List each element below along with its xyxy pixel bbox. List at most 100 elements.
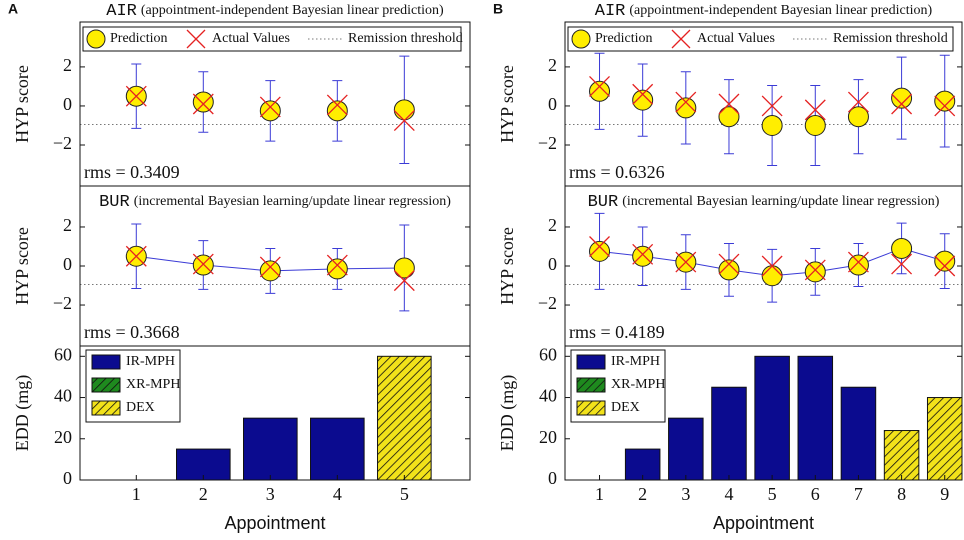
legend-label: IR-MPH xyxy=(611,354,660,369)
bar xyxy=(754,355,790,481)
legend-label: Actual Values xyxy=(697,31,775,46)
actual-marker xyxy=(847,251,869,273)
y-tick-label: 60 xyxy=(54,344,72,364)
prediction-marker xyxy=(847,254,869,276)
bar xyxy=(797,355,834,481)
x-tick-label: 3 xyxy=(266,484,275,504)
title-code: AIR xyxy=(106,2,137,21)
legend-marker xyxy=(86,29,106,49)
y-tick-label: 0 xyxy=(63,468,72,488)
legend-swatch xyxy=(91,377,121,393)
legend-label: Actual Values xyxy=(212,31,290,46)
prediction-marker xyxy=(393,99,415,121)
y-tick-label: −2 xyxy=(538,293,557,313)
legend-marker xyxy=(671,29,691,49)
plot-frame xyxy=(564,345,963,481)
rms-annotation: rms = 0.6326 xyxy=(569,162,665,182)
x-tick-label: 2 xyxy=(199,484,208,504)
y-tick-label: 60 xyxy=(539,344,557,364)
panel-label: A xyxy=(8,1,18,17)
legend-marker xyxy=(186,29,206,49)
actual-marker xyxy=(891,93,913,115)
actual-marker xyxy=(804,99,826,121)
bar xyxy=(711,386,747,481)
subplot-title: BUR (incremental Bayesian learning/update… xyxy=(99,193,451,212)
x-tick-label: 4 xyxy=(724,484,733,504)
prediction-marker xyxy=(718,106,740,128)
x-tick-label: 4 xyxy=(333,484,342,504)
prediction-marker xyxy=(192,254,214,276)
legend-box xyxy=(82,26,462,52)
prediction-marker xyxy=(891,237,913,259)
prediction-marker xyxy=(847,106,869,128)
x-tick-label: 5 xyxy=(400,484,409,504)
y-tick-label: −2 xyxy=(53,293,72,313)
bar xyxy=(883,430,920,481)
actual-marker xyxy=(675,251,697,273)
legend-swatch xyxy=(91,400,121,416)
actual-marker xyxy=(804,259,826,281)
prediction-marker xyxy=(589,80,611,102)
prediction-marker xyxy=(632,89,654,111)
prediction-marker xyxy=(259,100,281,122)
y-tick-label: 0 xyxy=(548,94,557,114)
actual-marker xyxy=(718,93,740,115)
legend-label: Prediction xyxy=(595,31,653,46)
x-tick-label: 9 xyxy=(940,484,949,504)
prediction-marker xyxy=(804,261,826,283)
y-tick-label: 2 xyxy=(548,55,557,75)
title-code: BUR xyxy=(588,193,619,212)
legend-swatch xyxy=(576,354,606,370)
y-tick-label: 20 xyxy=(539,427,557,447)
actual-marker xyxy=(761,255,783,277)
y-tick-label: 2 xyxy=(548,215,557,235)
actual-marker xyxy=(675,91,697,113)
y-axis-label: HYP score xyxy=(12,65,32,143)
rms-annotation: rms = 0.3668 xyxy=(84,322,180,342)
actual-marker xyxy=(847,91,869,113)
actual-marker xyxy=(326,254,348,276)
y-axis-label: EDD (mg) xyxy=(12,375,33,451)
prediction-marker xyxy=(326,100,348,122)
actual-marker xyxy=(934,95,956,117)
plot-frame xyxy=(79,345,471,481)
x-tick-label: 5 xyxy=(768,484,777,504)
subplot-title: BUR (incremental Bayesian learning/update… xyxy=(588,193,940,212)
prediction-marker xyxy=(934,90,956,112)
x-tick-label: 6 xyxy=(811,484,820,504)
actual-marker xyxy=(125,245,147,267)
legend-swatch xyxy=(91,354,121,370)
actual-marker xyxy=(891,253,913,275)
actual-marker xyxy=(192,93,214,115)
x-tick-label: 1 xyxy=(595,484,604,504)
x-axis-label: Appointment xyxy=(713,513,814,533)
rms-annotation: rms = 0.4189 xyxy=(569,322,665,342)
actual-marker xyxy=(259,256,281,278)
y-tick-label: 2 xyxy=(63,55,72,75)
panel-label: B xyxy=(493,1,503,17)
y-tick-label: 20 xyxy=(54,427,72,447)
prediction-marker xyxy=(761,265,783,287)
legend-label: DEX xyxy=(611,400,640,415)
y-tick-label: 0 xyxy=(548,254,557,274)
legend-marker xyxy=(571,29,591,49)
x-axis-label: Appointment xyxy=(224,513,325,533)
prediction-marker xyxy=(891,87,913,109)
rms-annotation: rms = 0.3409 xyxy=(84,162,180,182)
title-text: (appointment-independent Bayesian linear… xyxy=(141,3,444,18)
actual-marker xyxy=(192,253,214,275)
y-axis-label: HYP score xyxy=(12,227,32,305)
actual-marker xyxy=(632,83,654,105)
bar xyxy=(243,417,298,481)
subplot-title: AIR (appointment-independent Bayesian lin… xyxy=(595,2,933,21)
prediction-marker xyxy=(934,250,956,272)
actual-marker xyxy=(718,253,740,275)
legend-label: DEX xyxy=(126,400,155,415)
actual-marker xyxy=(632,243,654,265)
actual-marker xyxy=(125,85,147,107)
title-code: BUR xyxy=(99,193,130,212)
y-tick-label: 40 xyxy=(539,386,557,406)
prediction-marker xyxy=(804,114,826,136)
title-text: (incremental Bayesian learning/update li… xyxy=(134,194,452,209)
prediction-marker xyxy=(718,259,740,281)
